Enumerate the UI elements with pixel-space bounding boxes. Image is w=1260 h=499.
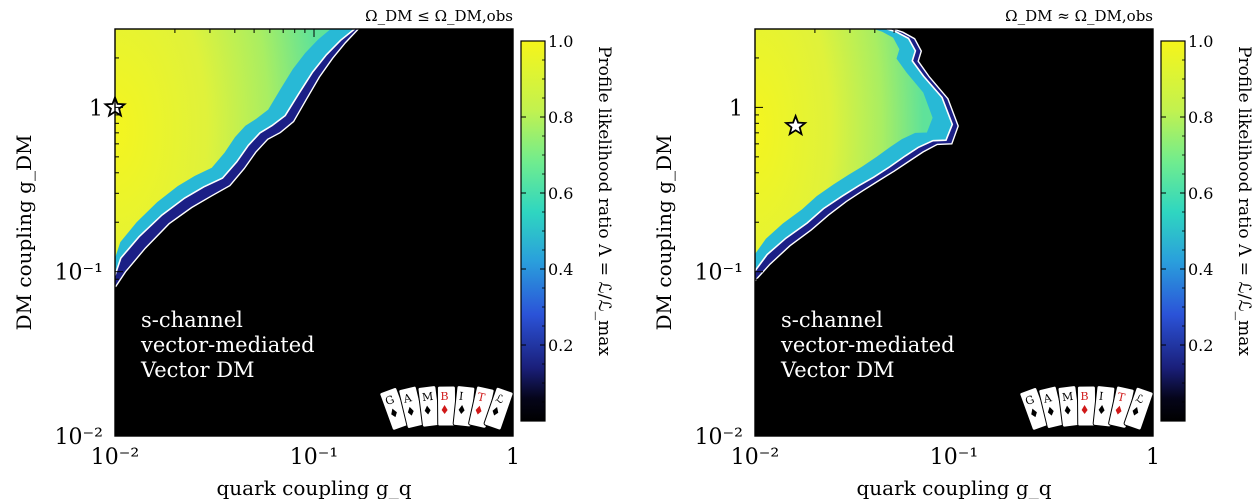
- logo-card: A: [398, 385, 426, 429]
- x-tick-label: 10⁻²: [731, 445, 779, 470]
- y-tick-label: 10⁻¹: [695, 261, 743, 286]
- logo-card: B: [1076, 385, 1097, 427]
- colorbar: 0.2 0.4 0.6 0.8 1.0 Profile likelihood ratio …: [520, 32, 614, 422]
- colorbar: 0.2 0.4 0.6 0.8 1.0 Profile likelihood ratio …: [1160, 32, 1254, 422]
- y-tick-label: 10⁻¹: [55, 261, 103, 286]
- y-axis-label: DM coupling g_DM: [652, 135, 676, 331]
- x-tick-label: 1: [1146, 445, 1160, 470]
- logo-card: B: [436, 385, 457, 427]
- logo-suit: [1064, 405, 1071, 415]
- colorbar-tick-label: 1.0: [1188, 32, 1213, 51]
- logo-letter: M: [421, 390, 434, 404]
- logo-card: G: [379, 387, 410, 431]
- contour-1sigma: [115, 29, 356, 276]
- logo-letter: G: [383, 393, 396, 408]
- contour-2sigma: [115, 29, 359, 288]
- colorbar-gradient: [1160, 40, 1186, 422]
- likelihood-fill: [115, 29, 359, 436]
- x-tick-label: 1: [506, 445, 520, 470]
- logo-letter: T: [476, 390, 487, 404]
- logo-suit: [1031, 408, 1037, 418]
- x-tick-label: 10⁻¹: [290, 445, 338, 470]
- y-axis-label: DM coupling g_DM: [12, 135, 36, 331]
- panel-title: Ω_DM ≤ Ω_DM,obs: [365, 7, 513, 25]
- annotation-line: Vector DM: [780, 358, 895, 382]
- annotation-line: vector-mediated: [140, 333, 315, 357]
- annotation-line: s-channel: [141, 308, 243, 332]
- contour-1sigma: [755, 29, 954, 272]
- best-fit-star: [783, 113, 808, 137]
- y-tick-label: 10⁻²: [695, 425, 743, 450]
- colorbar-tick-label: 0.4: [1188, 260, 1213, 279]
- annotation-line: vector-mediated: [780, 333, 955, 357]
- logo-letter: M: [1061, 390, 1074, 404]
- logo-suit: [458, 405, 465, 415]
- logo-suit: [391, 408, 397, 418]
- contour-2sigma: [755, 29, 959, 282]
- colorbar-label: Profile likelihood ratio Λ = ℒ/ℒ_max: [594, 46, 614, 356]
- logo-letter: ℒ: [1134, 392, 1146, 407]
- logo-letter: G: [1023, 393, 1036, 408]
- logo-card: M: [1057, 385, 1081, 428]
- logo-suit: [407, 406, 414, 416]
- colorbar-tick-label: 0.6: [548, 184, 573, 203]
- region-best: [115, 29, 331, 436]
- logo-suit: [1115, 405, 1122, 415]
- logo-card: ℒ: [1123, 386, 1154, 431]
- axis-ticks: [114, 28, 514, 437]
- right-panel: 10⁻² 10⁻¹ 1 10⁻² 10⁻¹ 1 quark coupling g_q DM c…: [652, 7, 1254, 499]
- x-axis-label: quark coupling g_q: [216, 476, 411, 499]
- logo-suit: [475, 405, 482, 415]
- y-tick-label: 1: [89, 96, 103, 121]
- x-tick-label: 10⁻¹: [930, 445, 978, 470]
- logo-suit: [1081, 405, 1088, 415]
- logo-letter: B: [1080, 390, 1088, 403]
- logo-card: I: [1092, 385, 1116, 428]
- x-axis-label: quark coupling g_q: [856, 476, 1051, 499]
- colorbar-tick-label: 0.8: [1188, 108, 1213, 127]
- logo-card: A: [1038, 385, 1066, 429]
- logo-letter: I: [458, 390, 464, 403]
- y-tick-label: 1: [729, 96, 743, 121]
- left-panel: 10⁻² 10⁻¹ 1 10⁻² 10⁻¹ 1 quark coupling g_q DM c…: [12, 7, 614, 499]
- logo-letter: B: [440, 390, 448, 403]
- logo-suit: [1047, 406, 1054, 416]
- logo-letter: I: [1098, 390, 1104, 403]
- colorbar-tick-label: 0.4: [548, 260, 573, 279]
- colorbar-label: Profile likelihood ratio Λ = ℒ/ℒ_max: [1234, 46, 1254, 356]
- logo-suit: [492, 407, 499, 416]
- logo-suit: [1132, 407, 1139, 416]
- colorbar-tick-label: 0.6: [1188, 184, 1213, 203]
- logo-suit: [1098, 405, 1105, 415]
- annotation-line: s-channel: [781, 308, 883, 332]
- colorbar-tick-label: 0.2: [1188, 336, 1213, 355]
- x-tick-label: 10⁻²: [91, 445, 139, 470]
- logo-suit: [424, 405, 431, 415]
- logo-letter: T: [1116, 390, 1127, 404]
- panel-title: Ω_DM ≈ Ω_DM,obs: [1005, 7, 1153, 25]
- logo-letter: ℒ: [494, 392, 506, 407]
- logo-card: ℒ: [483, 386, 514, 431]
- colorbar-gradient: [520, 40, 546, 422]
- logo-suit: [441, 405, 448, 415]
- y-tick-label: 10⁻²: [55, 425, 103, 450]
- annotation-line: Vector DM: [140, 358, 255, 382]
- axis-ticks: [754, 28, 1154, 437]
- colorbar-tick-label: 0.2: [548, 336, 573, 355]
- logo-card: M: [417, 385, 441, 428]
- colorbar-tick-label: 0.8: [548, 108, 573, 127]
- logo-card: G: [1019, 387, 1050, 431]
- colorbar-tick-label: 1.0: [548, 32, 573, 51]
